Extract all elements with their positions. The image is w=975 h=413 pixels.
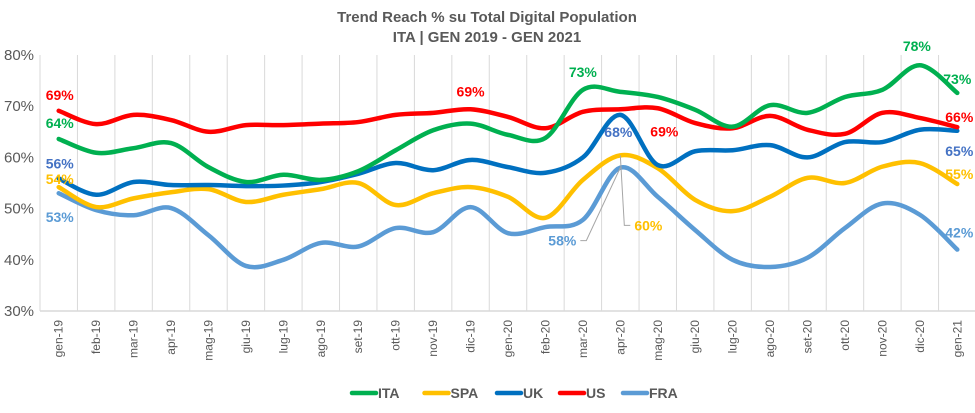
x-tick-label: apr-19: [164, 320, 178, 355]
data-label-fra: 53%: [46, 209, 75, 225]
data-label-spa: 54%: [46, 171, 75, 187]
x-tick-label: ago-19: [314, 320, 328, 358]
x-tick-label: mar-19: [127, 320, 141, 358]
data-label-ita: 64%: [46, 115, 75, 131]
x-tick-label: dic-20: [913, 320, 927, 353]
data-label-uk: 68%: [604, 124, 633, 140]
x-tick-label: set-19: [351, 320, 365, 354]
data-label-us: 66%: [945, 109, 974, 125]
data-label-us: 69%: [650, 123, 679, 139]
legend-label-fra: FRA: [649, 385, 678, 401]
x-axis: gen-19 feb-19 mar-19 apr-19 mag-19 giu-19 lug-…: [40, 310, 975, 361]
x-tick-label: apr-20: [613, 320, 627, 355]
x-tick-label: giu-20: [688, 320, 702, 354]
x-tick-label: nov-19: [426, 320, 440, 357]
x-tick-label: mar-20: [576, 320, 590, 358]
y-tick-label: 40%: [4, 252, 34, 269]
legend-label-spa: SPA: [451, 385, 479, 401]
y-tick-label: 70%: [4, 98, 34, 115]
series-line-ita: [56, 62, 960, 185]
x-tick-label: lug-19: [276, 320, 290, 354]
data-labels: 69% 64% 56%54% 53% 69% 73% 68% 69% 58% 60% 78% 73% 6…: [46, 38, 974, 248]
callout-line: [580, 167, 621, 242]
data-label-uk: 56%: [46, 155, 75, 171]
series-line-us: [56, 105, 960, 138]
x-tick-label: ott-20: [838, 320, 852, 351]
x-tick-label: nov-20: [875, 320, 889, 357]
data-label-spa: 55%: [945, 166, 974, 182]
x-tick-label: ago-20: [763, 320, 777, 358]
x-tick-label: lug-20: [726, 320, 740, 354]
data-label-fra: 58%: [548, 233, 577, 249]
data-label-ita: 78%: [903, 38, 932, 54]
data-label-spa: 60%: [634, 217, 663, 233]
x-tick-label: ott-19: [389, 320, 403, 351]
callout-line: [619, 155, 631, 226]
legend-label-us: US: [586, 385, 605, 401]
y-tick-label: 80%: [4, 47, 34, 64]
y-tick-label: 50%: [4, 201, 34, 218]
legend: ITA SPA UK US FRA: [349, 385, 678, 401]
chart-title: Trend Reach % su Total Digital Populatio…: [337, 9, 637, 26]
y-tick-label: 60%: [4, 149, 34, 166]
x-tick-label: gen-20: [501, 320, 515, 358]
x-tick-label: mag-20: [651, 320, 665, 361]
y-tick-label: 30%: [4, 303, 34, 320]
x-tick-label: feb-20: [538, 320, 552, 354]
data-label-ita: 73%: [943, 71, 972, 87]
data-label-uk: 65%: [945, 143, 974, 159]
data-label-us: 69%: [457, 83, 486, 99]
legend-label-ita: ITA: [378, 385, 400, 401]
data-label-us: 69%: [46, 87, 75, 103]
x-tick-label: set-20: [801, 320, 815, 354]
data-label-ita: 73%: [569, 64, 598, 80]
chart-subtitle: ITA | GEN 2019 - GEN 2021: [393, 29, 581, 46]
legend-label-uk: UK: [523, 385, 543, 401]
series-line-fra: [56, 165, 960, 270]
x-tick-label: feb-19: [89, 320, 103, 354]
data-label-fra: 42%: [945, 225, 974, 241]
x-tick-label: dic-19: [464, 320, 478, 353]
x-tick-label: mag-19: [201, 320, 215, 361]
series-line-uk: [56, 112, 960, 198]
series-lines: [56, 62, 960, 270]
series-line-spa: [56, 152, 960, 221]
x-tick-label: gen-19: [52, 320, 66, 358]
y-axis: 30% 40% 50% 60% 70% 80%: [4, 47, 34, 320]
x-tick-label: giu-19: [239, 320, 253, 354]
x-tick-label: gen-21: [950, 320, 964, 358]
